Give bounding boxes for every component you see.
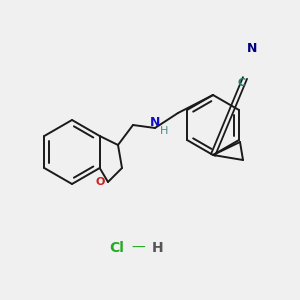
Text: H: H [160, 126, 168, 136]
Text: O: O [95, 177, 105, 187]
Text: Cl: Cl [110, 241, 124, 255]
Text: —: — [131, 241, 145, 255]
Text: C: C [238, 78, 246, 88]
Text: N: N [247, 43, 257, 56]
Text: H: H [152, 241, 164, 255]
Text: N: N [150, 116, 160, 130]
